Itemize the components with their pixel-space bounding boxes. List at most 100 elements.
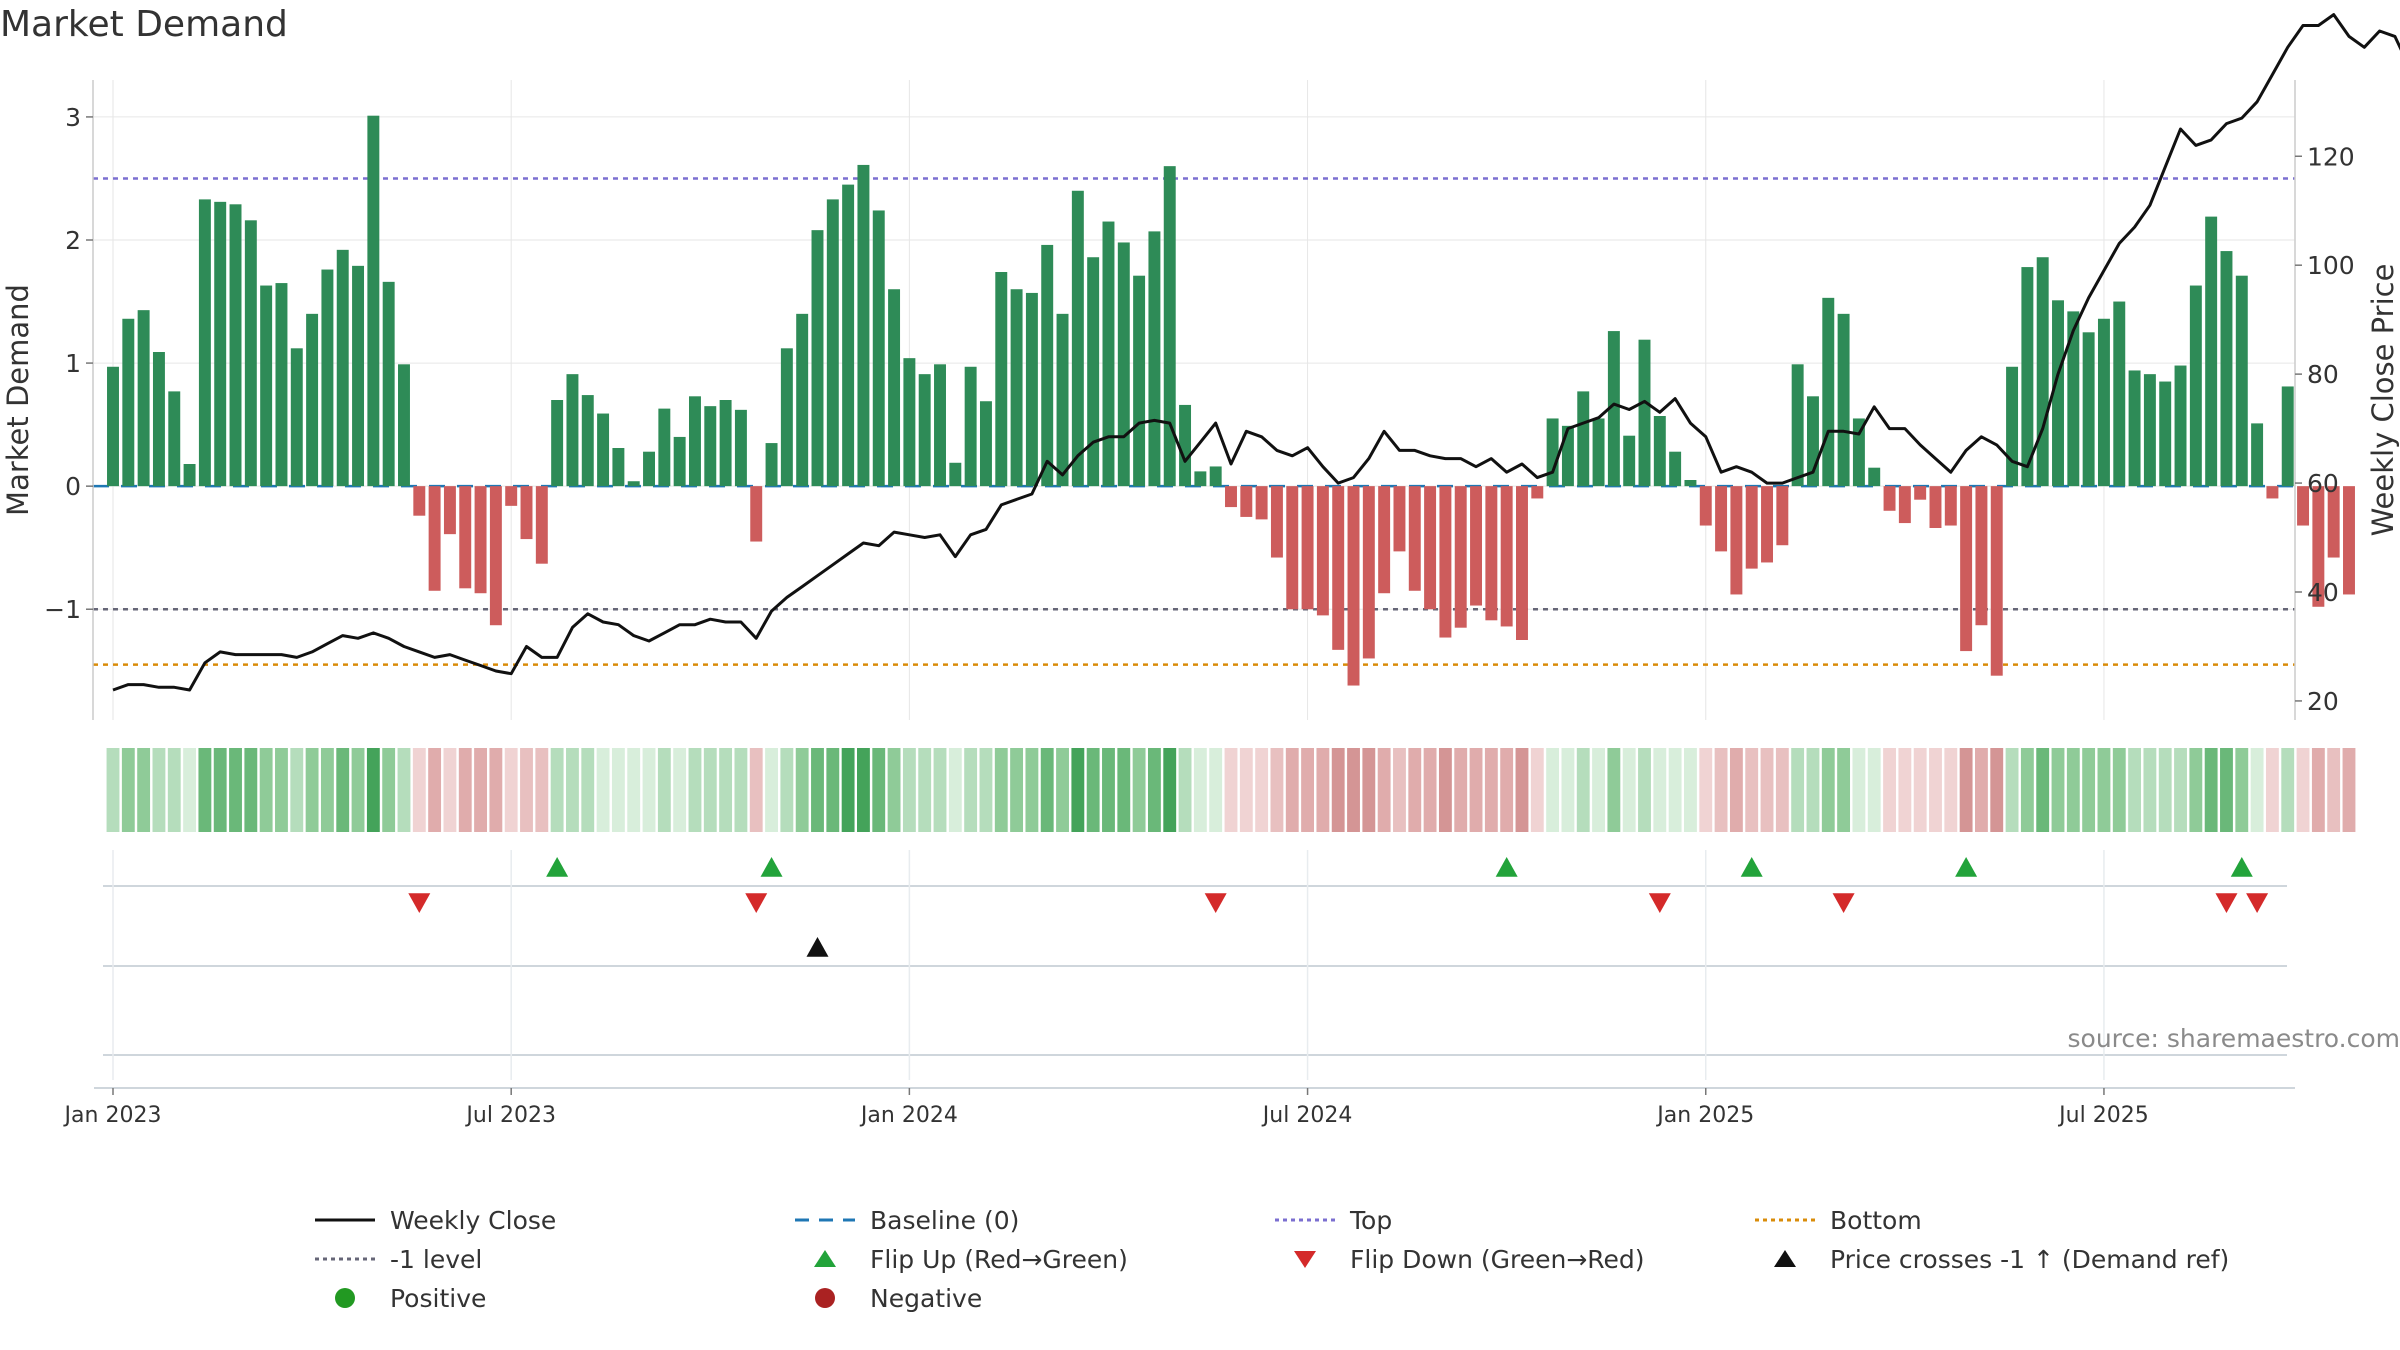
legend-label: -1 level [390,1244,483,1274]
demand-bar [2097,318,2110,487]
demand-bar [1699,486,1712,526]
demand-bar [888,289,901,487]
heat-cell [1699,748,1713,832]
heat-cell [366,748,380,832]
heat-cell [1546,748,1560,832]
demand-bar [934,364,946,487]
demand-bar [398,364,410,487]
heat-cell [2112,748,2126,832]
heat-cell [1056,748,1069,832]
legend-label: Bottom [1830,1205,1922,1235]
heat-cell [137,748,151,832]
legend-bottom: Bottom [1750,1205,1922,1235]
demand-bar [1454,486,1467,628]
flip-down-marker [1832,893,1855,913]
heat-cell [2051,748,2065,832]
chart-title: Market Demand [0,4,288,45]
heat-cell [290,748,304,832]
demand-bar [2343,486,2355,595]
x-tick-label: Jan 2025 [1655,1103,1754,1128]
heat-cell [872,748,886,832]
demand-bar [2159,381,2172,487]
heat-cell [1209,748,1223,832]
heat-cell [948,748,962,832]
heat-cell [412,748,426,832]
legend-flip-down: Flip Down (Green→Red) [1270,1244,1645,1274]
demand-bar [1868,467,1881,487]
demand-bar [1516,486,1528,640]
heat-cell [1883,748,1896,832]
demand-bar [643,451,655,487]
circle-icon [335,1288,355,1308]
heat-cell [1102,748,1115,832]
demand-bar [1102,221,1115,487]
demand-bar [2174,365,2187,487]
demand-bar [1117,242,1130,487]
triangle-up-icon [814,1250,836,1267]
heat-cell [2020,748,2034,832]
demand-bar [2021,267,2034,487]
heat-cell [979,748,993,832]
heat-cell [1745,748,1759,832]
demand-bar [1087,257,1100,487]
heat-cell [1438,748,1452,832]
heat-cell [2327,748,2341,832]
demand-bar [428,486,441,591]
heat-cell [2265,748,2279,832]
heat-cell [1561,748,1575,832]
demand-bar [459,486,472,589]
triangle-down-icon [1294,1251,1316,1268]
demand-bar [1056,313,1069,487]
heat-cell [1576,748,1590,832]
heat-cell [857,748,870,832]
demand-bar [765,443,778,487]
demand-bar [1761,486,1773,563]
heat-cell [1638,748,1651,832]
demand-bar [2052,300,2064,487]
y-tick-label: 2 [65,226,81,255]
heat-cell [443,748,457,832]
demand-bar [2235,275,2248,487]
heat-cell [2128,748,2142,832]
demand-bar [2281,386,2294,487]
triangle-up-icon [1774,1250,1796,1267]
flip-down-marker [745,893,768,913]
legend-dotted-icon [1275,1218,1335,1222]
demand-bar [964,366,977,487]
heat-cell [1622,748,1636,832]
demand-bar [1944,486,1957,526]
demand-bar [1179,404,1192,487]
heat-cell [244,748,258,832]
heat-cell [1944,748,1958,832]
demand-bar [1852,418,1865,487]
heat-cell [1362,748,1376,832]
heat-cell [765,748,778,832]
flip-up-marker [760,857,783,877]
heat-cell [841,748,855,832]
flip-up-marker [1740,857,1763,877]
heat-cell [581,748,595,832]
demand-bar [107,366,119,487]
heat-cell [1515,748,1529,832]
demand-bar [505,486,518,506]
axes-layer: −1 0 1 2 3 20 40 60 80 100 120 Market Demand Weekly … [1,80,2400,720]
y2-tick-label: 40 [2307,578,2339,607]
heat-cell [1530,748,1544,832]
heat-cell [1454,748,1468,832]
demand-bar [1745,486,1758,569]
demand-bar [1408,486,1421,591]
legend-label: Positive [390,1283,487,1313]
x-tick-label: Jul 2023 [464,1103,556,1128]
heat-cell [1729,748,1743,832]
heat-cell [657,748,671,832]
demand-bar [1270,486,1283,558]
demand-bar [1240,486,1253,517]
source-note: source: sharemaestro.com [2067,1024,2400,1053]
heat-cell [719,748,733,832]
demand-bar [1623,435,1636,487]
legend-baseline: Baseline (0) [790,1205,1019,1235]
heat-cell [918,748,932,832]
heat-cell [611,748,625,832]
demand-bar [918,374,931,487]
heat-cell [1500,748,1514,832]
